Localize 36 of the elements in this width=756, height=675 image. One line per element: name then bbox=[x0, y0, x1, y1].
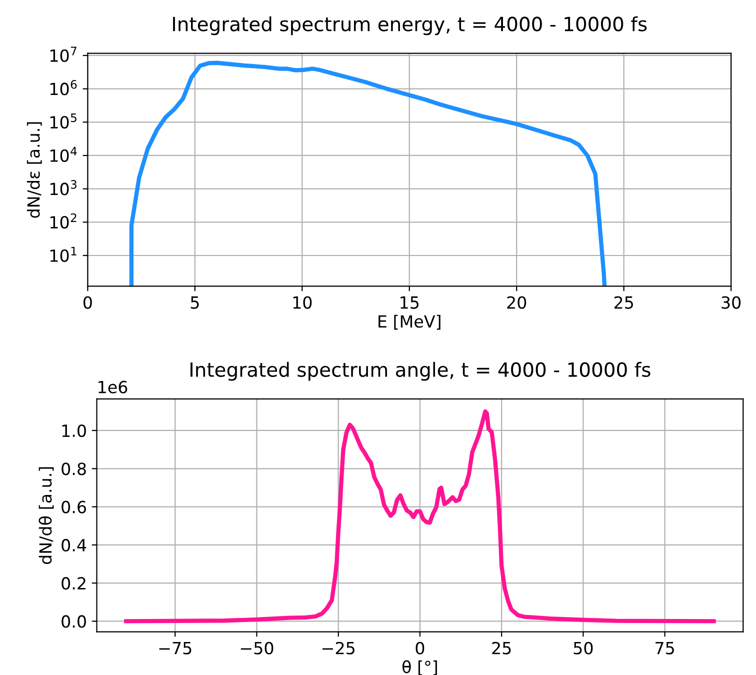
x-tick-label: 10 bbox=[293, 296, 312, 309]
y-axis-title: dN/dε [a.u.] bbox=[26, 122, 42, 218]
x-tick-label: 5 bbox=[190, 296, 199, 309]
x-tick-label: −50 bbox=[240, 642, 274, 654]
y-tick-label: 0.4 bbox=[62, 538, 86, 552]
y-tick-label: 0.0 bbox=[62, 615, 86, 628]
y-tick-label: 10$^{2}$ bbox=[50, 213, 76, 229]
x-tick-label: 25 bbox=[492, 642, 511, 654]
y-tick-label: 10$^{3}$ bbox=[50, 180, 76, 196]
x-tick-label: 75 bbox=[656, 642, 674, 654]
x-axis-title: E [MeV] bbox=[378, 314, 440, 330]
x-tick-label: −75 bbox=[159, 642, 192, 654]
x-tick-label: 50 bbox=[574, 642, 593, 654]
line-series bbox=[124, 409, 716, 624]
chart-title: Integrated spectrum energy, t = 4000 - 10000 fs bbox=[173, 16, 647, 36]
x-tick-label: 0 bbox=[416, 642, 424, 654]
y-tick-label: 1.0 bbox=[62, 424, 86, 438]
x-tick-label: 25 bbox=[614, 296, 633, 309]
y-tick-label: 0.8 bbox=[62, 462, 86, 476]
x-tick-label: 15 bbox=[400, 296, 419, 309]
y-tick-label: 10$^{1}$ bbox=[50, 246, 76, 262]
x-tick-label: 20 bbox=[507, 296, 526, 309]
x-tick-label: −25 bbox=[322, 642, 354, 654]
y-tick-label: 10$^{4}$ bbox=[50, 146, 77, 162]
x-axis-title: θ [°] bbox=[402, 660, 437, 675]
y-tick-label: 10$^{7}$ bbox=[50, 46, 76, 62]
y-tick-label: 10$^{5}$ bbox=[50, 113, 76, 129]
y-axis-title: dN/dθ [a.u.] bbox=[38, 467, 54, 564]
text: 1e6 bbox=[98, 380, 128, 394]
line-series bbox=[129, 60, 607, 286]
y-tick-label: 0.6 bbox=[62, 500, 86, 514]
x-tick-label: 30 bbox=[722, 296, 741, 309]
x-tick-label: 0 bbox=[83, 296, 92, 309]
y-tick-label: 0.2 bbox=[62, 577, 86, 590]
y-tick-label: 10$^{6}$ bbox=[50, 80, 77, 96]
chart-title: Integrated spectrum angle, t = 4000 - 10000 fs bbox=[190, 362, 650, 381]
